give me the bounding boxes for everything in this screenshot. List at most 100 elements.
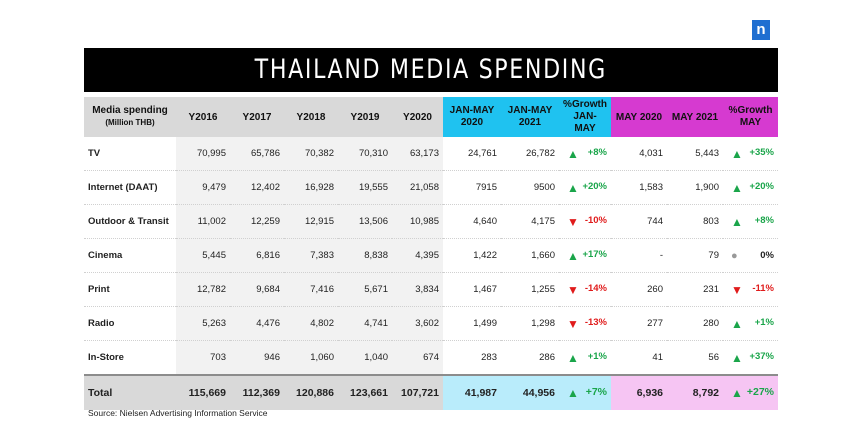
year-value: 674 [392, 340, 443, 376]
growth-may-value: 0% [760, 249, 774, 261]
year-value: 21,058 [392, 170, 443, 205]
year-value: 70,995 [176, 137, 230, 171]
arrow-up-icon: ▲ [731, 316, 743, 331]
year-value: 3,834 [392, 272, 443, 307]
table-row: Radio 5,263 4,476 4,802 4,741 3,602 1,499 1,298… [84, 306, 778, 341]
may-2021-value: 56 [667, 340, 723, 376]
year-value: 115,669 [176, 374, 230, 410]
year-value: 12,402 [230, 170, 284, 205]
year-value: 12,782 [176, 272, 230, 307]
growth-jan-may-value: +1% [587, 350, 607, 362]
year-value: 19,555 [338, 170, 392, 205]
may-2021-value: 8,792 [667, 374, 723, 410]
growth-jan-may-cell: ▲ +8% [559, 137, 611, 171]
jan-may-2021-value: 1,660 [501, 238, 559, 273]
may-2020-value: 260 [611, 272, 667, 307]
table-row: Outdoor & Transit 11,002 12,259 12,915 13,50… [84, 204, 778, 239]
growth-may-value: +27% [746, 386, 774, 398]
arrow-up-icon: ▲ [731, 350, 743, 365]
header-may-2021: MAY 2021 [667, 97, 723, 137]
arrow-up-icon: ▲ [731, 180, 743, 195]
header-growth-may: %Growth MAY [723, 97, 778, 137]
header-growth-jan-may: %Growth JAN-MAY [559, 97, 611, 137]
arrow-down-icon: ▼ [731, 282, 743, 297]
arrow-up-icon: ▲ [567, 248, 579, 263]
header-jan-may-2021: JAN-MAY 2021 [501, 97, 559, 137]
row-label: Outdoor & Transit [84, 204, 176, 239]
may-2020-value: 277 [611, 306, 667, 341]
year-value: 16,928 [284, 170, 338, 205]
header-y2016: Y2016 [176, 97, 230, 137]
growth-may-value: -11% [752, 282, 774, 294]
jan-may-2020-value: 1,467 [443, 272, 501, 307]
year-value: 65,786 [230, 137, 284, 171]
row-label: Radio [84, 306, 176, 341]
may-2020-value: 41 [611, 340, 667, 376]
header-y2018: Y2018 [284, 97, 338, 137]
jan-may-2020-value: 41,987 [443, 374, 501, 410]
row-label: Print [84, 272, 176, 307]
jan-may-2021-value: 26,782 [501, 137, 559, 171]
year-value: 4,741 [338, 306, 392, 341]
may-2020-value: 744 [611, 204, 667, 239]
year-value: 12,915 [284, 204, 338, 239]
growth-jan-may-value: -14% [584, 282, 607, 294]
growth-jan-may-cell: ▼ -13% [559, 306, 611, 341]
jan-may-2020-value: 283 [443, 340, 501, 376]
header-media-spending: Media spending (Million THB) [84, 97, 176, 137]
jan-may-2020-value: 24,761 [443, 137, 501, 171]
row-label: Total [84, 374, 176, 410]
media-spending-table: Media spending (Million THB) Y2016 Y2017 … [84, 97, 778, 410]
year-value: 703 [176, 340, 230, 376]
jan-may-2021-value: 1,298 [501, 306, 559, 341]
growth-jan-may-cell: ▲ +20% [559, 170, 611, 205]
arrow-up-icon: ▲ [731, 214, 743, 229]
year-value: 7,383 [284, 238, 338, 273]
growth-may-cell: ▲ +1% [723, 306, 778, 341]
header-row: Media spending (Million THB) Y2016 Y2017 … [84, 97, 778, 137]
year-value: 120,886 [284, 374, 338, 410]
year-value: 4,476 [230, 306, 284, 341]
table-row: TV 70,995 65,786 70,382 70,310 63,173 24,761 26… [84, 137, 778, 171]
row-label: Cinema [84, 238, 176, 273]
jan-may-2021-value: 9500 [501, 170, 559, 205]
row-label: In-Store [84, 340, 176, 376]
year-value: 4,395 [392, 238, 443, 273]
may-2020-value: - [611, 238, 667, 273]
year-value: 7,416 [284, 272, 338, 307]
title-text: THAILAND MEDIA SPENDING [254, 54, 608, 85]
year-value: 8,838 [338, 238, 392, 273]
nielsen-logo: n [752, 20, 770, 40]
year-value: 123,661 [338, 374, 392, 410]
year-value: 9,684 [230, 272, 284, 307]
header-y2020: Y2020 [392, 97, 443, 137]
may-2021-value: 79 [667, 238, 723, 273]
year-value: 4,802 [284, 306, 338, 341]
year-value: 946 [230, 340, 284, 376]
year-value: 70,310 [338, 137, 392, 171]
table-row: In-Store 703 946 1,060 1,040 674 283 286 ▲ +1% 41 5… [84, 340, 778, 376]
year-value: 6,816 [230, 238, 284, 273]
jan-may-2021-value: 4,175 [501, 204, 559, 239]
growth-jan-may-cell: ▼ -10% [559, 204, 611, 239]
may-2021-value: 231 [667, 272, 723, 307]
growth-jan-may-cell: ▲ +17% [559, 238, 611, 273]
year-value: 11,002 [176, 204, 230, 239]
row-label: Internet (DAAT) [84, 170, 176, 205]
growth-jan-may-value: +17% [582, 248, 607, 260]
year-value: 9,479 [176, 170, 230, 205]
growth-may-cell: ▲ +8% [723, 204, 778, 239]
source-note: Source: Nielsen Advertising Information … [88, 408, 268, 418]
year-value: 5,445 [176, 238, 230, 273]
row-label: TV [84, 137, 176, 171]
growth-jan-may-value: -10% [584, 214, 607, 226]
year-value: 5,671 [338, 272, 392, 307]
arrow-up-icon: ▲ [567, 350, 579, 365]
arrow-up-icon: ▲ [567, 180, 579, 195]
growth-may-value: +1% [754, 316, 774, 328]
year-value: 5,263 [176, 306, 230, 341]
year-value: 1,060 [284, 340, 338, 376]
header-y2019: Y2019 [338, 97, 392, 137]
growth-may-cell: ▲ +37% [723, 340, 778, 376]
growth-may-value: +37% [749, 350, 774, 362]
